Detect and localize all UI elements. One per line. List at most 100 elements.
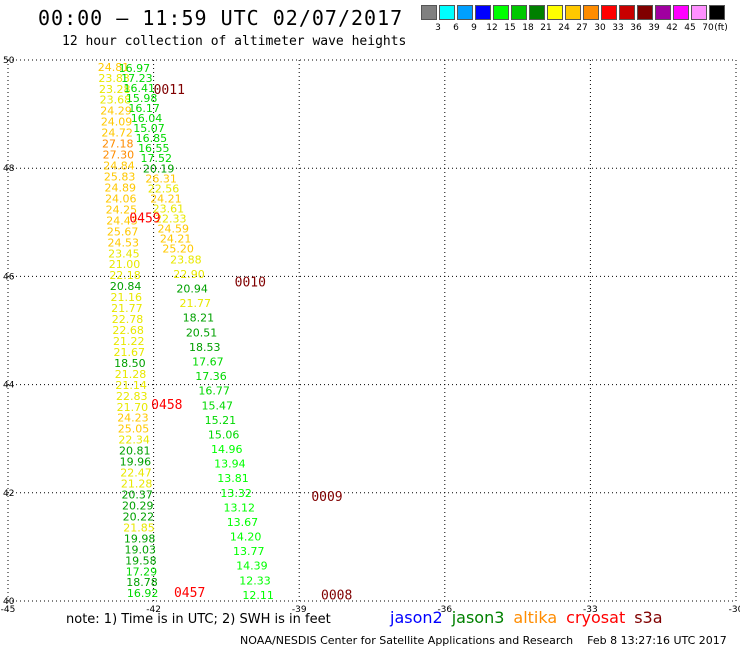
- wave-height-value: 21.67: [114, 346, 146, 359]
- wave-height-value: 16.04: [131, 112, 163, 125]
- legend-swatch: [583, 5, 599, 20]
- pass-time-label: 0459: [129, 211, 160, 226]
- chart-marks: 24.8123.8323.2823.6824.2924.0924.7227.18…: [98, 61, 353, 604]
- legend-label: 36: [630, 23, 642, 33]
- x-tick-label: -42: [146, 605, 161, 615]
- satellite-label: cryosat: [566, 608, 626, 627]
- wave-height-value: 25.05: [118, 423, 150, 436]
- wave-height-value: 25.20: [162, 243, 194, 256]
- wave-height-value: 23.28: [99, 83, 131, 96]
- legend-label: 24: [558, 23, 570, 33]
- legend-swatch: [673, 5, 689, 20]
- wave-height-value: 21.85: [123, 521, 154, 534]
- legend-swatch: [421, 5, 437, 20]
- wave-height-value: 27.30: [103, 149, 135, 162]
- wave-height-value: 20.51: [186, 326, 218, 339]
- legend-label: 33: [612, 23, 624, 33]
- legend-swatch: [439, 5, 455, 20]
- legend-label: 39: [648, 23, 660, 33]
- wave-height-value: 21.28: [115, 368, 147, 381]
- satellite-label: jason2: [390, 608, 443, 627]
- legend-label: 3: [435, 23, 441, 33]
- wave-height-value: 24.43: [106, 214, 138, 227]
- credit-text: NOAA/NESDIS Center for Satellite Applica…: [240, 634, 574, 647]
- wave-height-value: 22.90: [173, 268, 205, 281]
- wave-height-value: 16.41: [124, 82, 156, 95]
- wave-height-value: 20.84: [110, 280, 142, 293]
- wave-height-value: 25.67: [107, 225, 138, 238]
- wave-height-value: 24.29: [100, 105, 132, 118]
- wave-height-value: 25.83: [104, 170, 136, 183]
- y-tick-label: 44: [3, 381, 15, 391]
- pass-time-label: 0008: [321, 588, 352, 603]
- y-tick-label: 48: [3, 164, 15, 174]
- wave-height-value: 14.96: [211, 443, 243, 456]
- x-tick-label: -39: [292, 605, 307, 615]
- wave-height-value: 23.68: [100, 94, 131, 107]
- pass-time-label: 0010: [235, 276, 266, 291]
- y-tick-label: 50: [3, 56, 15, 66]
- wave-height-value: 21.00: [109, 258, 141, 271]
- legend-swatch: [691, 5, 707, 20]
- legend-label: 45: [684, 23, 696, 33]
- wave-height-value: 22.33: [155, 212, 187, 225]
- wave-height-value: 17.36: [195, 370, 227, 383]
- wave-height-value: 20.22: [123, 510, 155, 523]
- legend-swatch: [547, 5, 563, 20]
- wave-height-value: 15.07: [133, 122, 165, 135]
- pass-time-label: 0457: [174, 586, 205, 601]
- wave-height-value: 22.47: [120, 467, 152, 480]
- wave-height-value: 18.78: [126, 576, 158, 589]
- wave-height-value: 22.18: [109, 269, 140, 282]
- legend-swatch: [493, 5, 509, 20]
- legend-label: 15: [504, 23, 516, 33]
- x-tick-label: -30: [729, 605, 740, 615]
- credit-line: NOAA/NESDIS Center for Satellite Applica…: [240, 634, 727, 647]
- generated-timestamp: Feb 8 13:27:16 UTC 2017: [587, 634, 727, 647]
- wave-height-value: 15.21: [205, 414, 237, 427]
- wave-height-value: 20.81: [119, 445, 150, 458]
- wave-height-value: 15.06: [208, 428, 240, 441]
- page-subtitle: 12 hour collection of altimeter wave hei…: [62, 34, 407, 49]
- x-tick-label: -33: [583, 605, 598, 615]
- wave-height-value: 20.37: [121, 489, 152, 502]
- wave-height-value: 23.45: [108, 247, 140, 260]
- wave-height-value: 24.84: [103, 160, 135, 173]
- legend-label: 27: [576, 23, 588, 33]
- wave-height-value: 20.94: [176, 283, 208, 296]
- wave-height-value: 23.61: [153, 202, 185, 215]
- wave-height-value: 13.94: [214, 458, 246, 471]
- legend-label: 18: [522, 23, 534, 33]
- legend-swatch: [457, 5, 473, 20]
- legend-swatch: [601, 5, 617, 20]
- wave-height-value: 17.23: [121, 72, 153, 85]
- wave-height-value: 16.55: [138, 142, 170, 155]
- legend-swatch: [475, 5, 491, 20]
- wave-height-value: 24.89: [104, 181, 135, 194]
- wave-height-value: 16.85: [136, 132, 168, 145]
- wave-height-value: 20.29: [122, 499, 154, 512]
- footnote: note: 1) Time is in UTC; 2) SWH is in fe…: [66, 612, 331, 627]
- wave-height-value: 24.81: [98, 61, 130, 74]
- legend-swatch: [529, 5, 545, 20]
- legend-unit: (ft): [714, 23, 728, 33]
- legend-swatch: [619, 5, 635, 20]
- wave-height-value: 13.77: [233, 545, 264, 558]
- wave-height-value: 21.70: [117, 401, 148, 414]
- wave-height-value: 24.59: [157, 223, 189, 236]
- wave-height-value: 19.98: [124, 532, 156, 545]
- wave-height-value: 22.68: [112, 324, 144, 337]
- satellite-label: s3a: [634, 608, 663, 627]
- legend-swatch: [709, 5, 725, 20]
- wave-height-value: 16.17: [128, 102, 160, 115]
- pass-time-label: 0011: [154, 83, 185, 98]
- satellite-label: jason3: [451, 608, 505, 627]
- wave-height-value: 19.58: [125, 554, 157, 567]
- wave-height-value: 13.32: [220, 487, 252, 500]
- legend-swatch: [511, 5, 527, 20]
- pass-time-label: 0458: [151, 398, 182, 413]
- wave-height-value: 21.77: [180, 297, 212, 310]
- wave-height-value: 15.47: [202, 399, 234, 412]
- wave-height-value: 24.25: [106, 203, 138, 216]
